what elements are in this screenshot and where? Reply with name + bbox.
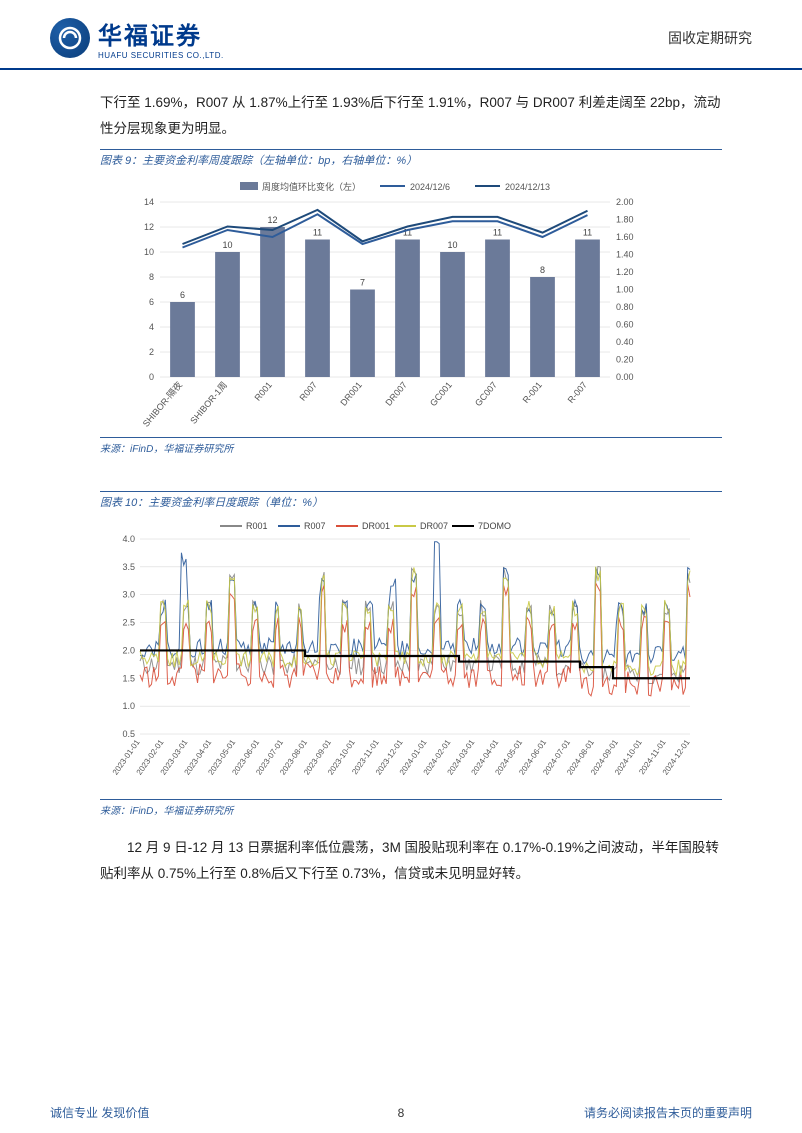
svg-text:11: 11: [583, 228, 592, 238]
company-logo: 华福证券 HUAFU SECURITIES CO.,LTD.: [50, 16, 224, 60]
svg-text:周度均值环比变化（左）: 周度均值环比变化（左）: [262, 181, 361, 192]
svg-text:0.80: 0.80: [616, 302, 634, 312]
svg-text:12: 12: [267, 215, 277, 225]
svg-text:11: 11: [313, 228, 322, 238]
svg-text:3.5: 3.5: [122, 562, 135, 572]
paragraph-1: 下行至 1.69%，R007 从 1.87%上行至 1.93%后下行至 1.91…: [100, 90, 722, 141]
paragraph-2: 12 月 9 日-12 月 13 日票据利率低位震荡，3M 国股贴现利率在 0.…: [100, 835, 722, 886]
svg-text:0.20: 0.20: [616, 355, 634, 365]
svg-text:2.00: 2.00: [616, 197, 634, 207]
svg-text:10: 10: [222, 240, 232, 250]
svg-text:10: 10: [447, 240, 457, 250]
svg-text:1.00: 1.00: [616, 285, 634, 295]
svg-text:R001: R001: [246, 521, 268, 531]
svg-text:2.0: 2.0: [122, 646, 135, 656]
svg-text:R001: R001: [253, 380, 274, 403]
company-name-en: HUAFU SECURITIES CO.,LTD.: [98, 51, 224, 60]
svg-text:11: 11: [493, 228, 502, 238]
svg-text:SHIBOR-1周: SHIBOR-1周: [188, 380, 229, 426]
footer-right: 请务必阅读报告末页的重要声明: [584, 1104, 752, 1121]
page-content: 下行至 1.69%，R007 从 1.87%上行至 1.93%后下行至 1.91…: [0, 70, 802, 887]
chart9: 0 2 4 6 8 10 12 14 0.00 0.20 0.40 0.60 0.80 1.00 1.20 1…: [100, 172, 722, 435]
svg-text:DR001: DR001: [362, 521, 390, 531]
svg-text:R-007: R-007: [566, 380, 589, 405]
svg-text:R007: R007: [298, 380, 319, 403]
chart10-source: 来源：iFinD，华福证券研究所: [100, 799, 722, 817]
svg-text:1.60: 1.60: [616, 232, 634, 242]
svg-text:1.80: 1.80: [616, 215, 634, 225]
logo-icon: [50, 18, 90, 58]
svg-text:2024/12/13: 2024/12/13: [505, 182, 550, 192]
svg-text:2: 2: [149, 347, 154, 357]
svg-text:1.0: 1.0: [122, 701, 135, 711]
svg-text:R-001: R-001: [521, 380, 544, 405]
svg-text:12: 12: [144, 222, 154, 232]
svg-text:R007: R007: [304, 521, 326, 531]
svg-text:GC001: GC001: [428, 380, 454, 408]
footer-left: 诚信专业 发现价值: [50, 1104, 149, 1121]
svg-text:8: 8: [540, 265, 545, 275]
svg-text:7: 7: [360, 278, 365, 288]
svg-text:2024/12/6: 2024/12/6: [410, 182, 450, 192]
svg-text:0.40: 0.40: [616, 337, 634, 347]
chart10: 0.51.01.52.02.53.03.54.02023-01-012023-0…: [100, 514, 722, 797]
svg-text:DR001: DR001: [338, 380, 364, 408]
doc-type: 固收定期研究: [668, 28, 752, 48]
svg-text:4.0: 4.0: [122, 534, 135, 544]
svg-text:0: 0: [149, 372, 154, 382]
page-header: 华福证券 HUAFU SECURITIES CO.,LTD. 固收定期研究: [0, 0, 802, 70]
company-name-cn: 华福证券: [98, 16, 224, 51]
chart9-title: 图表 9：主要资金利率周度跟踪（左轴单位：bp，右轴单位：%）: [100, 149, 722, 168]
svg-text:0.5: 0.5: [122, 729, 135, 739]
page-footer: 诚信专业 发现价值 8 请务必阅读报告末页的重要声明: [0, 1104, 802, 1121]
svg-text:DR007: DR007: [420, 521, 448, 531]
svg-text:0.00: 0.00: [616, 372, 634, 382]
svg-text:6: 6: [180, 290, 185, 300]
svg-text:1.5: 1.5: [122, 674, 135, 684]
svg-text:1.40: 1.40: [616, 250, 634, 260]
svg-text:0.60: 0.60: [616, 320, 634, 330]
svg-text:4: 4: [149, 322, 154, 332]
svg-text:1.20: 1.20: [616, 267, 634, 277]
svg-text:10: 10: [144, 247, 154, 257]
svg-text:GC007: GC007: [473, 380, 499, 408]
svg-text:2.5: 2.5: [122, 618, 135, 628]
chart10-title: 图表 10：主要资金利率日度跟踪（单位：%）: [100, 491, 722, 510]
svg-text:14: 14: [144, 197, 154, 207]
page-number: 8: [398, 1106, 405, 1120]
svg-text:7DOMO: 7DOMO: [478, 521, 511, 531]
svg-text:DR007: DR007: [383, 380, 409, 408]
svg-text:3.0: 3.0: [122, 590, 135, 600]
svg-text:8: 8: [149, 272, 154, 282]
svg-text:SHIBOR-隔夜: SHIBOR-隔夜: [140, 379, 184, 429]
svg-text:6: 6: [149, 297, 154, 307]
chart9-source: 来源：iFinD，华福证券研究所: [100, 437, 722, 455]
